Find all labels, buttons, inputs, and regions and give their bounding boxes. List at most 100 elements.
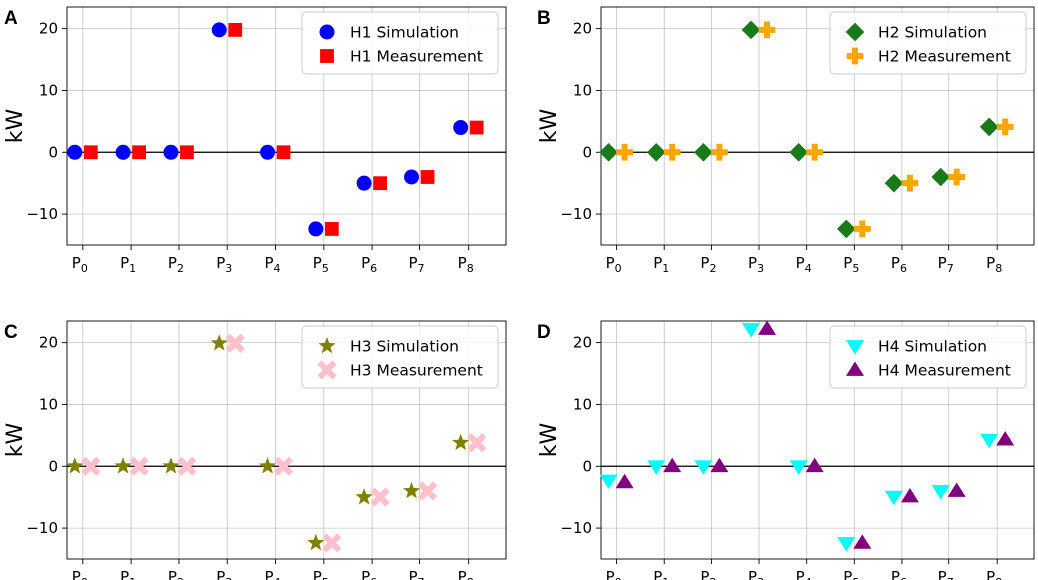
data-point <box>931 167 950 187</box>
y-axis-label: kW <box>3 109 28 144</box>
x-tick-label: P6 <box>891 254 907 275</box>
legend-marker <box>318 337 336 354</box>
x-tick-label: P0 <box>72 568 88 580</box>
x-tick-label: P4 <box>265 254 281 275</box>
x-tick-label: P2 <box>168 568 184 580</box>
data-point <box>356 175 372 191</box>
x-tick-label: P2 <box>700 568 716 580</box>
data-point <box>599 474 618 490</box>
data-point <box>853 534 872 549</box>
data-point <box>711 143 728 161</box>
legend-label: H1 Measurement <box>350 48 483 66</box>
y-axis-label: kW <box>3 423 28 458</box>
x-tick-label: P6 <box>361 568 377 580</box>
y-tick-label: −10 <box>560 205 592 223</box>
data-point <box>979 117 999 137</box>
panel-c: C −10 0 10 20 P0 P1 P2 P3 P4 P5 P6 P7 P8 kW H3 Simulati… <box>3 320 507 580</box>
x-tick-label: P0 <box>72 254 88 275</box>
y-tick-label: 0 <box>582 143 592 161</box>
x-tick-label: P8 <box>986 254 1002 275</box>
y-tick-label: 20 <box>573 20 592 38</box>
data-point <box>453 120 469 136</box>
x-tick-label: P4 <box>265 568 281 580</box>
y-axis-label: kW <box>537 423 562 458</box>
data-point <box>663 457 682 473</box>
legend-label: H2 Measurement <box>878 48 1011 66</box>
data-point <box>114 457 132 474</box>
legend-box <box>829 11 1027 75</box>
axes-frame <box>66 320 507 560</box>
legend-label: H4 Measurement <box>878 362 1011 380</box>
data-point <box>758 21 776 39</box>
data-point <box>258 457 277 474</box>
data-point <box>322 533 342 553</box>
x-tick-label: P1 <box>653 568 669 580</box>
axes-frame <box>66 6 507 246</box>
x-tick-label: P3 <box>216 568 232 580</box>
data-point <box>646 142 666 162</box>
data-point <box>710 457 729 473</box>
x-tick-label: P3 <box>748 568 764 580</box>
data-point <box>980 433 999 449</box>
data-point <box>324 222 339 236</box>
data-point <box>789 460 808 475</box>
data-point <box>420 170 435 184</box>
legend-label: H3 Simulation <box>350 338 459 356</box>
data-point <box>115 144 131 160</box>
data-point <box>837 219 856 239</box>
panel-letter: C <box>4 322 18 343</box>
data-point <box>806 143 824 161</box>
data-point <box>355 488 373 505</box>
data-point <box>225 333 245 353</box>
x-tick-label: P7 <box>938 568 954 580</box>
data-point <box>163 144 179 160</box>
y-tick-label: 20 <box>39 20 58 38</box>
legend-label: H4 Simulation <box>878 338 987 356</box>
data-point <box>599 142 618 162</box>
x-tick-label: P5 <box>313 254 329 275</box>
panel-letter: A <box>4 8 18 29</box>
data-point <box>742 323 761 338</box>
data-point <box>647 460 666 475</box>
panel-d: D −10 0 10 20 P0 P1 P2 P3 P4 P5 P6 P7 P8 kW H4 Simulati… <box>537 320 1035 580</box>
legend-marker <box>317 360 337 380</box>
y-tick-label: −10 <box>560 519 592 537</box>
panel-letter: B <box>537 8 551 29</box>
data-point <box>616 143 633 161</box>
legend-marker <box>845 22 865 42</box>
y-tick-label: 10 <box>39 395 58 413</box>
data-point <box>83 145 98 160</box>
x-tick-label: P3 <box>216 254 232 275</box>
legend-marker <box>846 47 864 65</box>
data-point <box>402 482 421 499</box>
x-tick-label: P2 <box>168 254 184 275</box>
x-tick-label: P5 <box>313 568 329 580</box>
axes-frame <box>600 320 1035 560</box>
data-point <box>66 457 84 474</box>
data-point <box>884 490 903 506</box>
x-tick-label: P6 <box>361 254 377 275</box>
data-point <box>996 431 1015 446</box>
x-tick-label: P0 <box>606 568 622 580</box>
legend-box <box>829 325 1027 389</box>
data-point <box>228 22 243 37</box>
legend-marker <box>846 340 864 355</box>
x-tick-label: P8 <box>986 568 1002 580</box>
x-tick-label: P8 <box>458 568 474 580</box>
panel-b: B −10 0 10 20 P0 P1 P2 P3 P4 P5 P6 P7 P8 kW H2 Simulati… <box>537 6 1035 275</box>
x-tick-label: P1 <box>653 254 669 275</box>
y-tick-label: 10 <box>573 395 592 413</box>
legend-marker <box>320 49 334 63</box>
data-point <box>132 145 146 160</box>
data-point <box>404 169 420 185</box>
x-tick-label: P4 <box>796 254 812 275</box>
data-point <box>177 456 197 476</box>
data-point <box>805 457 824 473</box>
data-point <box>853 220 871 238</box>
legend-marker <box>319 24 335 40</box>
y-tick-label: 20 <box>39 334 58 352</box>
data-point <box>370 487 390 507</box>
data-point <box>129 456 149 476</box>
data-point <box>741 20 761 40</box>
